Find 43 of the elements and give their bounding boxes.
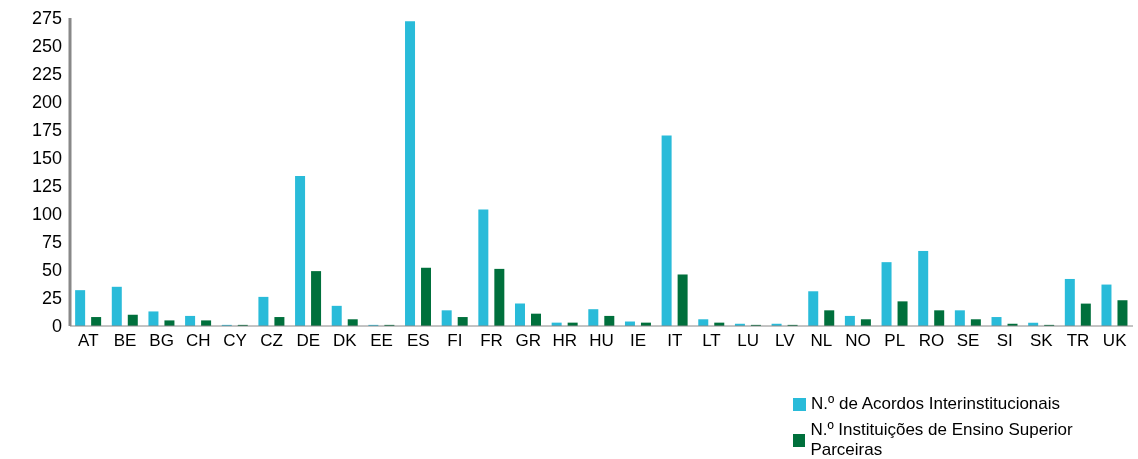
y-tick-label: 75 bbox=[41, 232, 62, 253]
x-tick-label: CH bbox=[186, 331, 211, 351]
y-tick-label: 275 bbox=[31, 8, 62, 29]
x-tick-label: UK bbox=[1102, 331, 1128, 351]
x-tick-label: RO bbox=[918, 331, 945, 351]
y-tick-label: 100 bbox=[31, 204, 62, 225]
x-tick-label: NO bbox=[845, 331, 871, 351]
legend-label: N.º Instituições de Ensino Superior Parceiras bbox=[810, 420, 1074, 459]
y-tick-label: 125 bbox=[31, 176, 62, 197]
x-tick-label: BE bbox=[113, 331, 137, 351]
x-tick-label: SK bbox=[1030, 331, 1054, 351]
y-tick-label: 250 bbox=[31, 36, 62, 57]
y-tick-label: 25 bbox=[41, 288, 62, 309]
x-tick-label: LV bbox=[775, 331, 796, 351]
x-tick-label: SI bbox=[996, 331, 1013, 351]
x-tick-label: IT bbox=[667, 331, 683, 351]
x-tick-label: SE bbox=[956, 331, 980, 351]
x-tick-label: LU bbox=[737, 331, 759, 351]
y-tick-label: 200 bbox=[31, 92, 62, 113]
x-tick-label: CY bbox=[223, 331, 247, 351]
x-tick-label: DK bbox=[333, 331, 358, 351]
y-tick-label: 50 bbox=[41, 260, 62, 281]
x-tick-label: BG bbox=[149, 331, 174, 351]
x-tick-label: DE bbox=[296, 331, 321, 351]
x-tick-label: LT bbox=[702, 331, 721, 351]
y-tick-label: 225 bbox=[31, 64, 62, 85]
y-tick-label: 150 bbox=[31, 148, 62, 169]
x-tick-label: NL bbox=[810, 331, 833, 351]
x-tick-label: FI bbox=[447, 331, 463, 351]
x-tick-label: HU bbox=[589, 331, 614, 351]
legend-label: N.º de Acordos Interinstitucionais bbox=[811, 394, 1061, 414]
x-tick-label: CZ bbox=[260, 331, 283, 351]
x-tick-label: FR bbox=[480, 331, 503, 351]
x-tick-label: IE bbox=[630, 331, 647, 351]
x-tick-label: PL bbox=[884, 331, 906, 351]
x-tick-label: GR bbox=[515, 331, 541, 351]
y-tick-label: 175 bbox=[31, 120, 62, 141]
x-tick-label: EE bbox=[370, 331, 393, 351]
x-tick-label: TR bbox=[1066, 331, 1090, 351]
x-tick-label: AT bbox=[78, 331, 99, 351]
x-tick-label: HR bbox=[552, 331, 578, 351]
x-tick-label: ES bbox=[406, 331, 430, 351]
y-tick-label: 0 bbox=[51, 316, 62, 337]
